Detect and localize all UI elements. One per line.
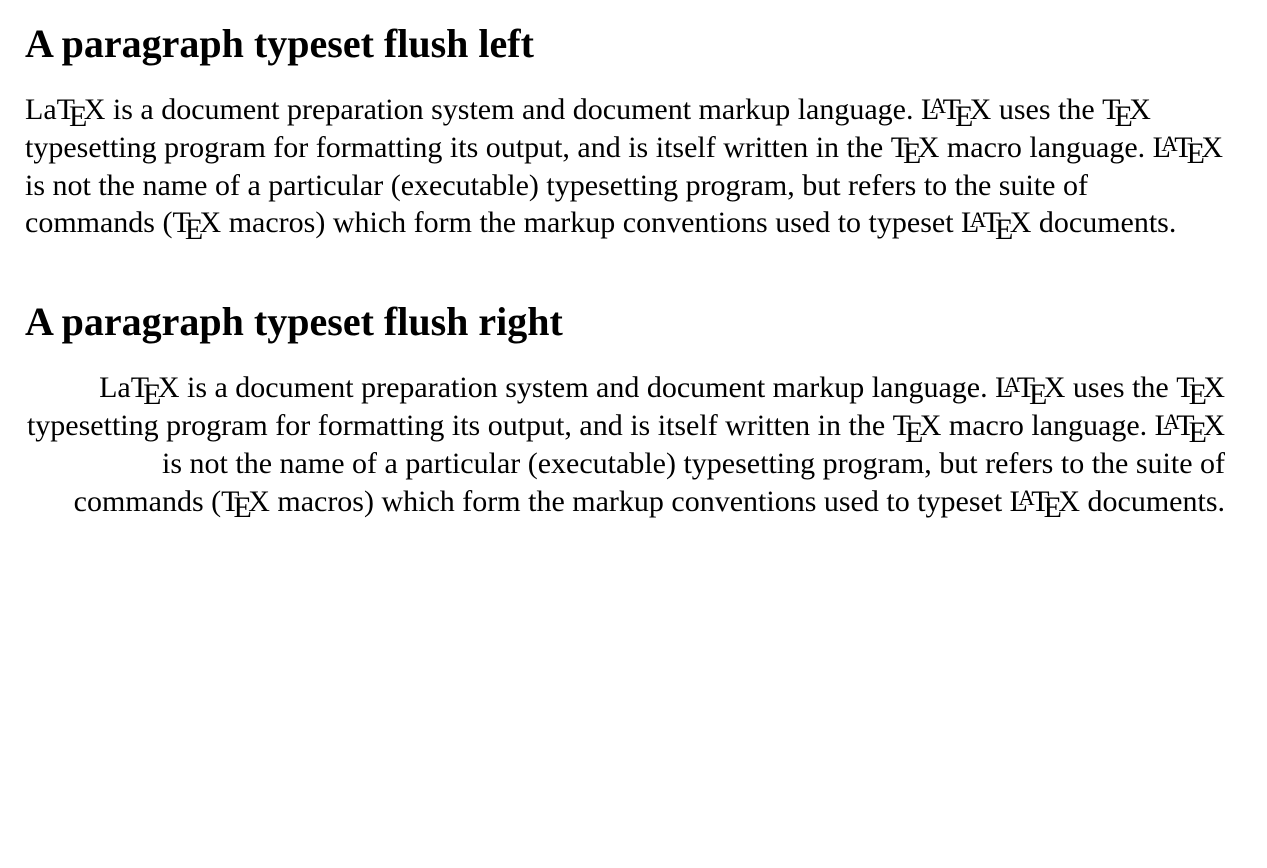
tex-logo: TE bbox=[1102, 91, 1129, 129]
tex-logo: TE bbox=[1176, 369, 1203, 407]
tex-logo: TE bbox=[891, 129, 918, 167]
latex-logo: LATE bbox=[995, 369, 1044, 407]
heading-flush-left: A paragraph typeset flush left bbox=[25, 20, 1237, 67]
latex-logo: LATE bbox=[921, 91, 970, 129]
text-segment: X macros) which form the markup conventi… bbox=[200, 206, 961, 239]
text-segment: X macros) which form the markup conventi… bbox=[248, 485, 1009, 518]
heading-flush-right: A paragraph typeset flush right bbox=[25, 298, 1237, 345]
text-segment: La bbox=[99, 371, 131, 404]
text-segment: X documents. bbox=[1010, 206, 1177, 239]
tex-logo: TE bbox=[221, 483, 248, 521]
text-segment: X documents. bbox=[1058, 485, 1225, 518]
paragraph-flush-left: LaTEX is a document preparation system a… bbox=[25, 91, 1225, 242]
text-segment: X uses the bbox=[1044, 371, 1176, 404]
text-segment: X is a document preparation system and d… bbox=[158, 371, 995, 404]
tex-logo: TE bbox=[131, 369, 158, 407]
text-segment: X uses the bbox=[970, 93, 1102, 126]
text-segment: X is a document preparation system and d… bbox=[84, 93, 921, 126]
text-segment: X macro language. bbox=[918, 131, 1153, 164]
latex-logo: LATE bbox=[1010, 483, 1059, 521]
latex-logo: LATE bbox=[1153, 129, 1202, 167]
latex-logo: LATE bbox=[1155, 407, 1204, 445]
text-segment: X macro language. bbox=[920, 409, 1155, 442]
paragraph-flush-right: LaTEX is a document preparation system a… bbox=[25, 369, 1225, 520]
tex-logo: TE bbox=[893, 407, 920, 445]
text-segment: La bbox=[25, 93, 57, 126]
tex-logo: TE bbox=[57, 91, 84, 129]
tex-logo: TE bbox=[172, 204, 199, 242]
latex-logo: LATE bbox=[961, 204, 1010, 242]
